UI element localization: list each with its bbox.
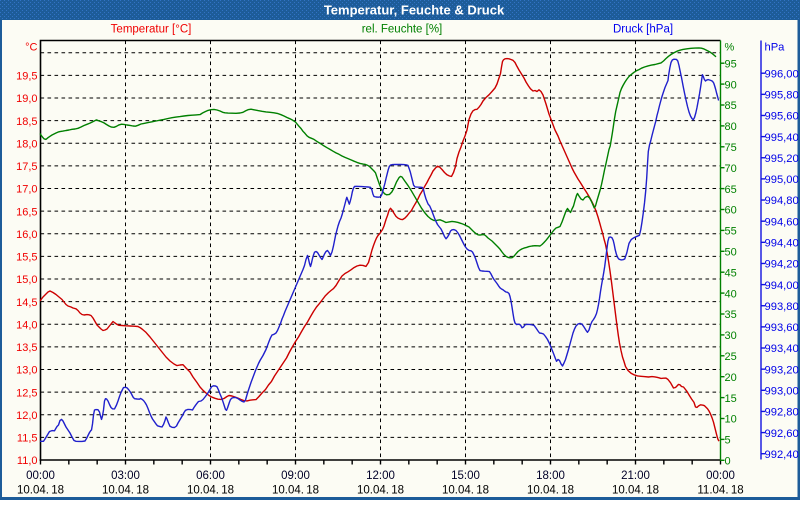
svg-text:Temperatur [°C]: Temperatur [°C] <box>111 24 192 36</box>
svg-text:15: 15 <box>725 393 737 405</box>
svg-text:50: 50 <box>725 247 737 259</box>
svg-text:Temperatur, Feuchte & Druck: Temperatur, Feuchte & Druck <box>324 3 505 18</box>
svg-text:09:00: 09:00 <box>281 470 310 482</box>
svg-text:Druck [hPa]: Druck [hPa] <box>613 24 673 36</box>
svg-text:13,0: 13,0 <box>16 365 37 377</box>
svg-text:19,5: 19,5 <box>16 71 37 83</box>
svg-text:13,5: 13,5 <box>16 342 37 354</box>
svg-text:45: 45 <box>725 267 737 279</box>
svg-text:03:00: 03:00 <box>111 470 140 482</box>
svg-text:995,40: 995,40 <box>765 132 799 144</box>
svg-text:19,0: 19,0 <box>16 93 37 105</box>
svg-text:994,40: 994,40 <box>765 238 799 250</box>
svg-text:16,5: 16,5 <box>16 206 37 218</box>
svg-text:17,0: 17,0 <box>16 184 37 196</box>
svg-text:10.04. 18: 10.04. 18 <box>527 485 574 497</box>
svg-text:5: 5 <box>725 435 731 447</box>
svg-text:90: 90 <box>725 79 737 91</box>
svg-text:15:00: 15:00 <box>451 470 480 482</box>
svg-text:996,00: 996,00 <box>765 68 799 80</box>
svg-text:35: 35 <box>725 309 737 321</box>
svg-text:14,5: 14,5 <box>16 297 37 309</box>
svg-text:%: % <box>725 42 735 54</box>
svg-text:18,0: 18,0 <box>16 138 37 150</box>
svg-text:85: 85 <box>725 100 737 112</box>
svg-text:17,5: 17,5 <box>16 161 37 173</box>
svg-text:12,5: 12,5 <box>16 387 37 399</box>
svg-text:00:00: 00:00 <box>706 470 735 482</box>
svg-text:15,0: 15,0 <box>16 274 37 286</box>
svg-text:995,60: 995,60 <box>765 111 799 123</box>
svg-text:995,00: 995,00 <box>765 174 799 186</box>
svg-text:994,20: 994,20 <box>765 259 799 271</box>
svg-text:993,60: 993,60 <box>765 322 799 334</box>
svg-text:60: 60 <box>725 205 737 217</box>
svg-text:11,5: 11,5 <box>17 433 38 445</box>
svg-text:rel. Feuchte [%]: rel. Feuchte [%] <box>362 24 443 36</box>
svg-text:18,5: 18,5 <box>16 116 37 128</box>
svg-text:994,00: 994,00 <box>765 280 799 292</box>
svg-text:10.04. 18: 10.04. 18 <box>442 485 489 497</box>
svg-text:95: 95 <box>725 58 737 70</box>
svg-text:16,0: 16,0 <box>16 229 37 241</box>
svg-text:995,20: 995,20 <box>765 153 799 165</box>
svg-text:10.04. 18: 10.04. 18 <box>187 485 234 497</box>
svg-text:30: 30 <box>725 330 737 342</box>
svg-text:994,80: 994,80 <box>765 195 799 207</box>
svg-text:10.04. 18: 10.04. 18 <box>17 485 64 497</box>
svg-text:65: 65 <box>725 184 737 196</box>
svg-text:10.04. 18: 10.04. 18 <box>612 485 659 497</box>
svg-text:993,80: 993,80 <box>765 301 799 313</box>
svg-text:10: 10 <box>725 414 737 426</box>
svg-text:14,0: 14,0 <box>16 319 37 331</box>
svg-text:993,00: 993,00 <box>765 386 799 398</box>
svg-text:12,0: 12,0 <box>16 410 37 422</box>
svg-text:992,80: 992,80 <box>765 407 799 419</box>
svg-text:992,40: 992,40 <box>765 449 799 461</box>
svg-text:80: 80 <box>725 121 737 133</box>
svg-text:21:00: 21:00 <box>621 470 650 482</box>
svg-text:11.04. 18: 11.04. 18 <box>697 485 743 497</box>
svg-text:20: 20 <box>725 372 737 384</box>
svg-text:995,80: 995,80 <box>765 90 799 102</box>
svg-text:993,40: 993,40 <box>765 343 799 355</box>
svg-text:18:00: 18:00 <box>536 470 565 482</box>
svg-text:992,60: 992,60 <box>765 428 799 440</box>
svg-text:00:00: 00:00 <box>26 470 55 482</box>
svg-text:0: 0 <box>725 456 731 468</box>
svg-text:hPa: hPa <box>765 42 786 54</box>
svg-text:06:00: 06:00 <box>196 470 225 482</box>
svg-text:15,5: 15,5 <box>16 252 37 264</box>
svg-text:993,20: 993,20 <box>765 364 799 376</box>
svg-text:12:00: 12:00 <box>366 470 395 482</box>
svg-text:40: 40 <box>725 288 737 300</box>
svg-text:25: 25 <box>725 351 737 363</box>
svg-text:55: 55 <box>725 226 737 238</box>
svg-text:75: 75 <box>725 142 737 154</box>
svg-text:10.04. 18: 10.04. 18 <box>272 485 319 497</box>
svg-text:10.04. 18: 10.04. 18 <box>357 485 404 497</box>
svg-text:10.04. 18: 10.04. 18 <box>102 485 149 497</box>
svg-text:°C: °C <box>25 42 37 54</box>
svg-text:70: 70 <box>725 163 737 175</box>
svg-text:994,60: 994,60 <box>765 216 799 228</box>
svg-text:11,0: 11,0 <box>17 455 38 467</box>
